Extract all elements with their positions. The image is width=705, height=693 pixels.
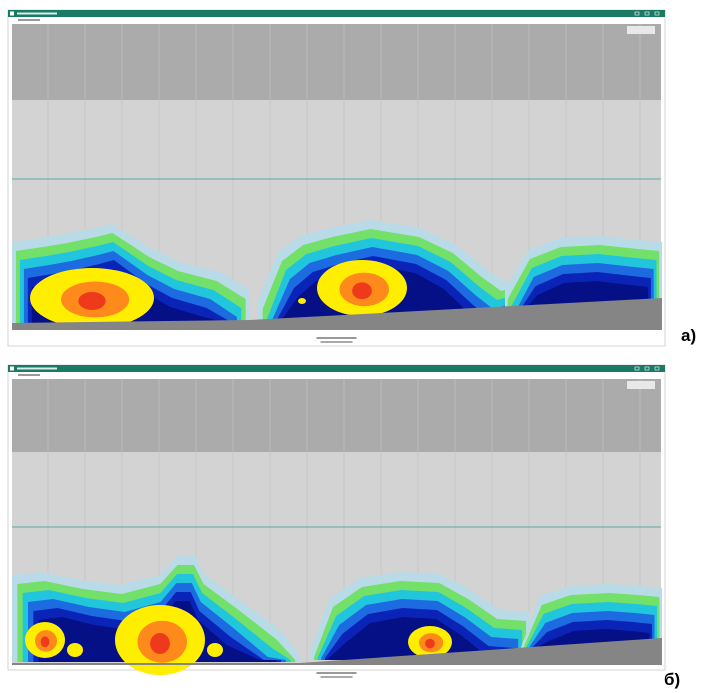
status-text <box>317 672 357 674</box>
echo-yellow <box>67 643 83 657</box>
panel-label: б) <box>664 670 680 690</box>
window-title <box>17 13 57 15</box>
screenshots <box>0 0 705 693</box>
echo-yellow <box>298 298 306 304</box>
echo-red <box>352 282 372 299</box>
status-text <box>321 676 353 678</box>
echo-red <box>425 639 435 649</box>
menu-item <box>18 374 40 376</box>
echo-red <box>78 292 105 310</box>
title-bar <box>8 10 665 17</box>
window-title <box>17 368 57 370</box>
depth-readout <box>627 381 655 389</box>
panel-label: а) <box>681 326 696 346</box>
status-text <box>317 337 357 339</box>
upper-band <box>12 379 661 452</box>
page: а) б) <box>0 0 705 693</box>
title-bar <box>8 365 665 372</box>
echo-yellow <box>207 643 223 657</box>
echo-red <box>150 633 170 654</box>
depth-readout <box>627 26 655 34</box>
menu-item <box>18 19 40 21</box>
window-icon <box>10 12 14 16</box>
upper-band <box>12 24 661 100</box>
status-text <box>321 341 353 343</box>
echo-red <box>41 636 50 647</box>
window-icon <box>10 367 14 371</box>
